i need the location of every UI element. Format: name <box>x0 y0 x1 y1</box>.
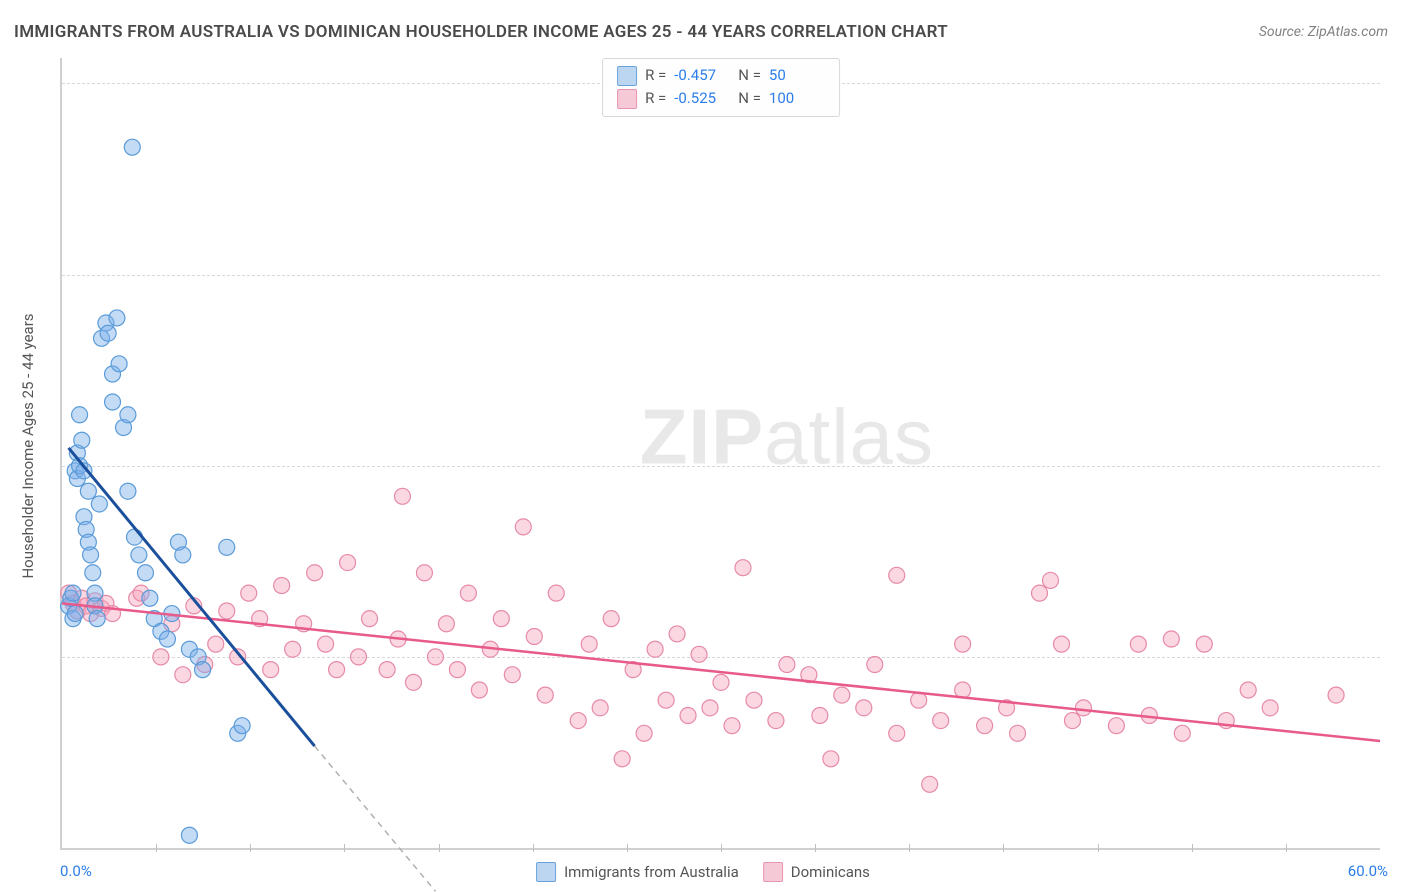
y-tick-label: $225,000 <box>1390 266 1406 284</box>
chart-plot-area: ZIPatlas R =-0.457 N =50 R =-0.525 N =10… <box>60 58 1380 850</box>
scatter-plot-svg <box>62 58 1380 848</box>
swatch-icon <box>617 89 637 109</box>
y-tick-label: $300,000 <box>1390 74 1406 92</box>
swatch-icon <box>617 66 637 86</box>
x-axis-min-label: 0.0% <box>60 862 92 880</box>
chart-title: IMMIGRANTS FROM AUSTRALIA VS DOMINICAN H… <box>14 22 948 42</box>
y-tick-label: $150,000 <box>1390 457 1406 475</box>
legend-item-series-2: Dominicans <box>763 862 870 882</box>
y-tick-label: $75,000 <box>1390 648 1406 666</box>
correlation-legend: R =-0.457 N =50 R =-0.525 N =100 <box>602 58 840 117</box>
swatch-icon <box>536 862 556 882</box>
x-axis-max-label: 60.0% <box>1348 862 1388 880</box>
legend-row-series-1: R =-0.457 N =50 <box>617 64 825 87</box>
series-legend: Immigrants from Australia Dominicans <box>536 862 870 882</box>
source-attribution: Source: ZipAtlas.com <box>1259 24 1388 40</box>
legend-row-series-2: R =-0.525 N =100 <box>617 87 825 110</box>
y-axis-title: Householder Income Ages 25 - 44 years <box>19 313 37 578</box>
swatch-icon <box>763 862 783 882</box>
legend-item-series-1: Immigrants from Australia <box>536 862 739 882</box>
